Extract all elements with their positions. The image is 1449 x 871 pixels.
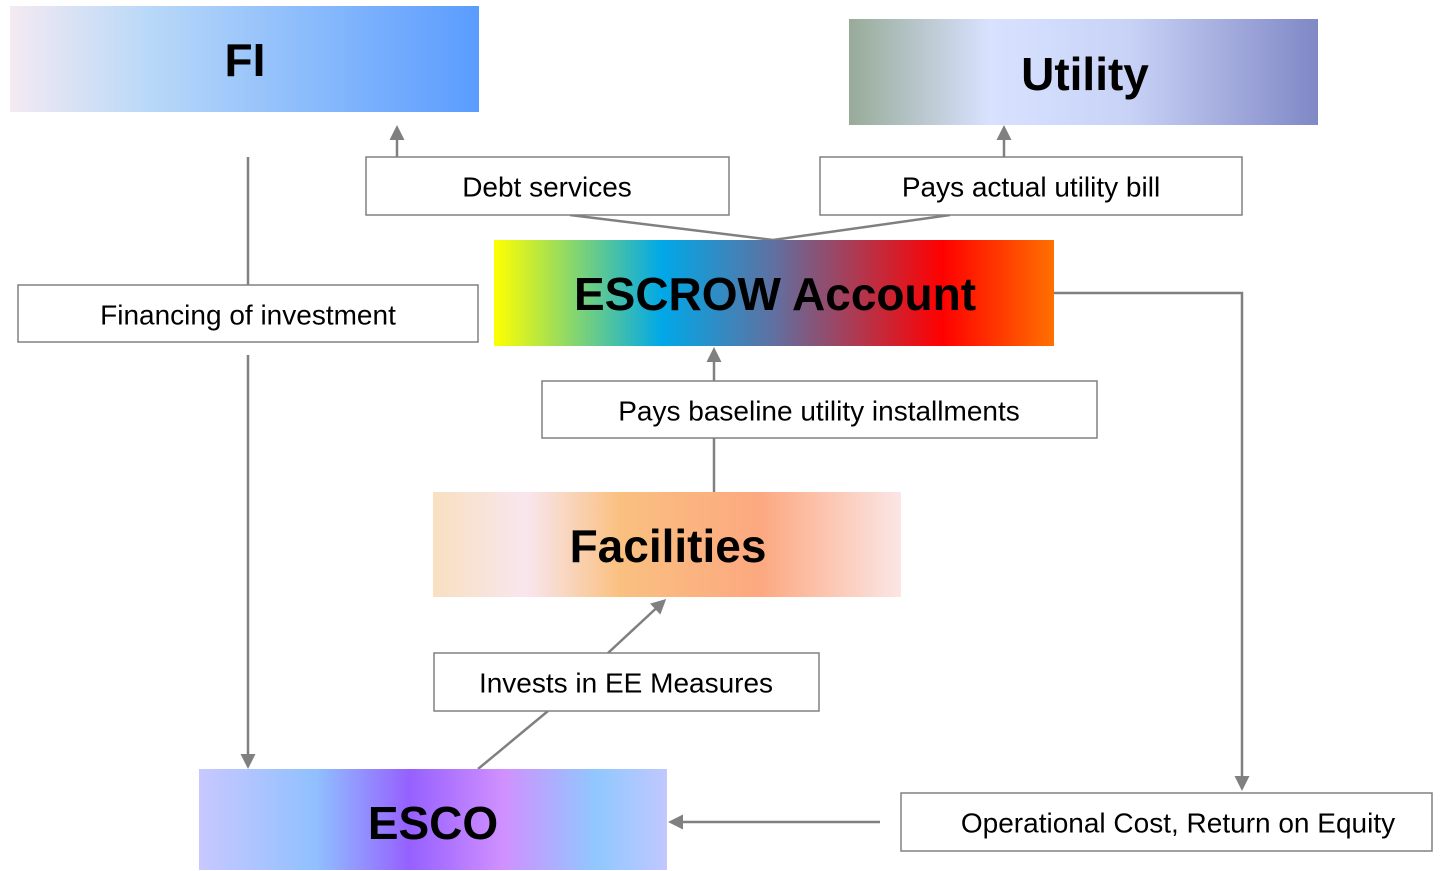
- flow-labels: Debt services Pays actual utility bill F…: [17, 156, 1433, 852]
- label-box: [433, 652, 820, 712]
- utility-node: Utility: [849, 19, 1318, 125]
- arrow: [1054, 291, 1250, 791]
- line: [772, 213, 951, 242]
- label-box: [819, 156, 1243, 216]
- facilities-node: Facilities: [433, 492, 901, 597]
- arrow: [607, 598, 667, 654]
- label-box: [17, 284, 479, 343]
- node-box: [199, 769, 667, 870]
- node-box: [433, 492, 901, 597]
- flow-label: Pays actual utility bill: [902, 172, 1160, 203]
- node-box: [494, 240, 1054, 346]
- flow-label: Operational Cost, Return on Equity: [961, 808, 1395, 839]
- node-label: ESCROW Account: [574, 268, 976, 320]
- line: [569, 213, 774, 242]
- escrow-node: ESCROW Account: [494, 240, 1054, 346]
- flow-label: Pays baseline utility installments: [618, 396, 1020, 427]
- connectors: [240, 125, 1250, 830]
- node-box: [10, 6, 479, 112]
- esco-node: ESCO: [199, 769, 667, 870]
- node-box: [849, 19, 1318, 125]
- flow-label: Debt services: [462, 172, 632, 203]
- label-box: [365, 156, 730, 216]
- flow-label: Financing of investment: [100, 300, 396, 331]
- label-box: [541, 380, 1098, 439]
- node-label: ESCO: [368, 797, 498, 849]
- line: [477, 710, 549, 770]
- fi-node: FI: [10, 6, 479, 112]
- node-label: FI: [225, 34, 266, 86]
- node-label: Utility: [1021, 48, 1149, 100]
- node-label: Facilities: [570, 520, 767, 572]
- flow-label: Invests in EE Measures: [479, 668, 773, 699]
- label-box: [900, 792, 1433, 852]
